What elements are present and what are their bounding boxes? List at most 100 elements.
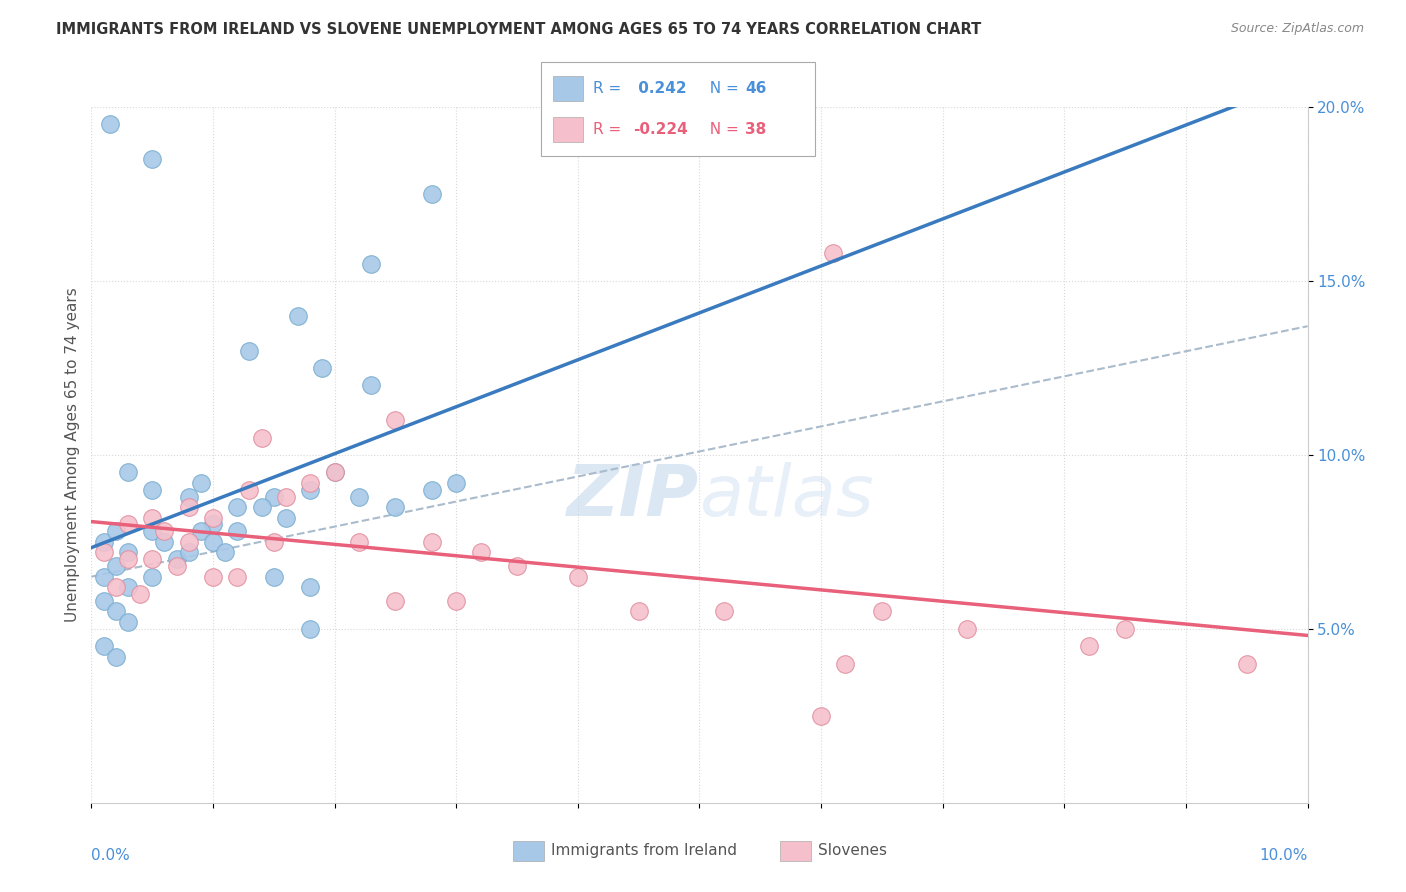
Point xyxy=(177,545,200,559)
Text: Source: ZipAtlas.com: Source: ZipAtlas.com xyxy=(1230,22,1364,36)
Point xyxy=(347,490,370,504)
Point xyxy=(141,570,163,584)
Point xyxy=(870,605,893,619)
Point xyxy=(347,534,370,549)
Point xyxy=(190,524,212,539)
Point xyxy=(93,545,115,559)
Point xyxy=(141,510,163,524)
Point xyxy=(1236,657,1258,671)
Point xyxy=(311,360,333,375)
Point xyxy=(444,594,467,608)
Point xyxy=(274,510,297,524)
Point xyxy=(420,483,443,497)
Point xyxy=(117,552,139,566)
Point xyxy=(287,309,309,323)
Point xyxy=(470,545,492,559)
Point xyxy=(323,466,346,480)
Point xyxy=(98,117,121,131)
Text: ZIP: ZIP xyxy=(567,462,699,531)
Point xyxy=(834,657,856,671)
Point xyxy=(299,475,322,490)
Point xyxy=(93,639,115,653)
Point xyxy=(190,475,212,490)
Point xyxy=(226,524,249,539)
Point xyxy=(263,534,285,549)
Point xyxy=(420,534,443,549)
Point xyxy=(141,483,163,497)
Point xyxy=(323,466,346,480)
Point xyxy=(384,500,406,514)
Text: N =: N = xyxy=(700,81,744,96)
Point xyxy=(104,559,127,574)
Point xyxy=(226,570,249,584)
Point xyxy=(1077,639,1099,653)
Point xyxy=(117,545,139,559)
Point xyxy=(202,517,225,532)
Text: 38: 38 xyxy=(745,122,766,137)
Point xyxy=(238,483,260,497)
Point xyxy=(153,524,176,539)
Point xyxy=(263,490,285,504)
Point xyxy=(93,570,115,584)
Text: 0.0%: 0.0% xyxy=(91,848,131,863)
Text: -0.224: -0.224 xyxy=(633,122,688,137)
Point xyxy=(104,605,127,619)
Point xyxy=(141,552,163,566)
Text: Immigrants from Ireland: Immigrants from Ireland xyxy=(551,844,737,858)
Point xyxy=(263,570,285,584)
Point xyxy=(117,615,139,629)
Point xyxy=(250,500,273,514)
Point xyxy=(177,534,200,549)
Point xyxy=(141,152,163,166)
Text: R =: R = xyxy=(593,122,627,137)
Point xyxy=(93,534,115,549)
Text: atlas: atlas xyxy=(699,462,875,531)
Text: IMMIGRANTS FROM IRELAND VS SLOVENE UNEMPLOYMENT AMONG AGES 65 TO 74 YEARS CORREL: IMMIGRANTS FROM IRELAND VS SLOVENE UNEMP… xyxy=(56,22,981,37)
Point xyxy=(117,517,139,532)
Point xyxy=(384,594,406,608)
Point xyxy=(238,343,260,358)
Point xyxy=(420,186,443,201)
Point xyxy=(166,559,188,574)
Text: R =: R = xyxy=(593,81,627,96)
Point xyxy=(250,430,273,444)
Point xyxy=(360,256,382,270)
Point xyxy=(299,580,322,594)
Point xyxy=(226,500,249,514)
Y-axis label: Unemployment Among Ages 65 to 74 years: Unemployment Among Ages 65 to 74 years xyxy=(65,287,80,623)
Point xyxy=(444,475,467,490)
Point xyxy=(506,559,529,574)
Point xyxy=(104,580,127,594)
Text: 10.0%: 10.0% xyxy=(1260,848,1308,863)
Point xyxy=(93,594,115,608)
Point xyxy=(214,545,236,559)
Point xyxy=(1114,622,1136,636)
Text: Slovenes: Slovenes xyxy=(818,844,887,858)
Point xyxy=(104,649,127,664)
Point xyxy=(104,524,127,539)
Point xyxy=(177,490,200,504)
Point xyxy=(567,570,589,584)
Point xyxy=(166,552,188,566)
Point xyxy=(384,413,406,427)
Point xyxy=(956,622,979,636)
Point xyxy=(202,510,225,524)
Point xyxy=(117,580,139,594)
Text: N =: N = xyxy=(700,122,744,137)
Point xyxy=(177,500,200,514)
Text: 0.242: 0.242 xyxy=(633,81,686,96)
Point xyxy=(627,605,650,619)
Point xyxy=(810,708,832,723)
Point xyxy=(823,246,845,260)
Point xyxy=(360,378,382,392)
Point xyxy=(274,490,297,504)
Point xyxy=(117,466,139,480)
Point xyxy=(299,483,322,497)
Point xyxy=(299,622,322,636)
Point xyxy=(202,570,225,584)
Point xyxy=(141,524,163,539)
Text: 46: 46 xyxy=(745,81,766,96)
Point xyxy=(129,587,152,601)
Point xyxy=(713,605,735,619)
Point xyxy=(202,534,225,549)
